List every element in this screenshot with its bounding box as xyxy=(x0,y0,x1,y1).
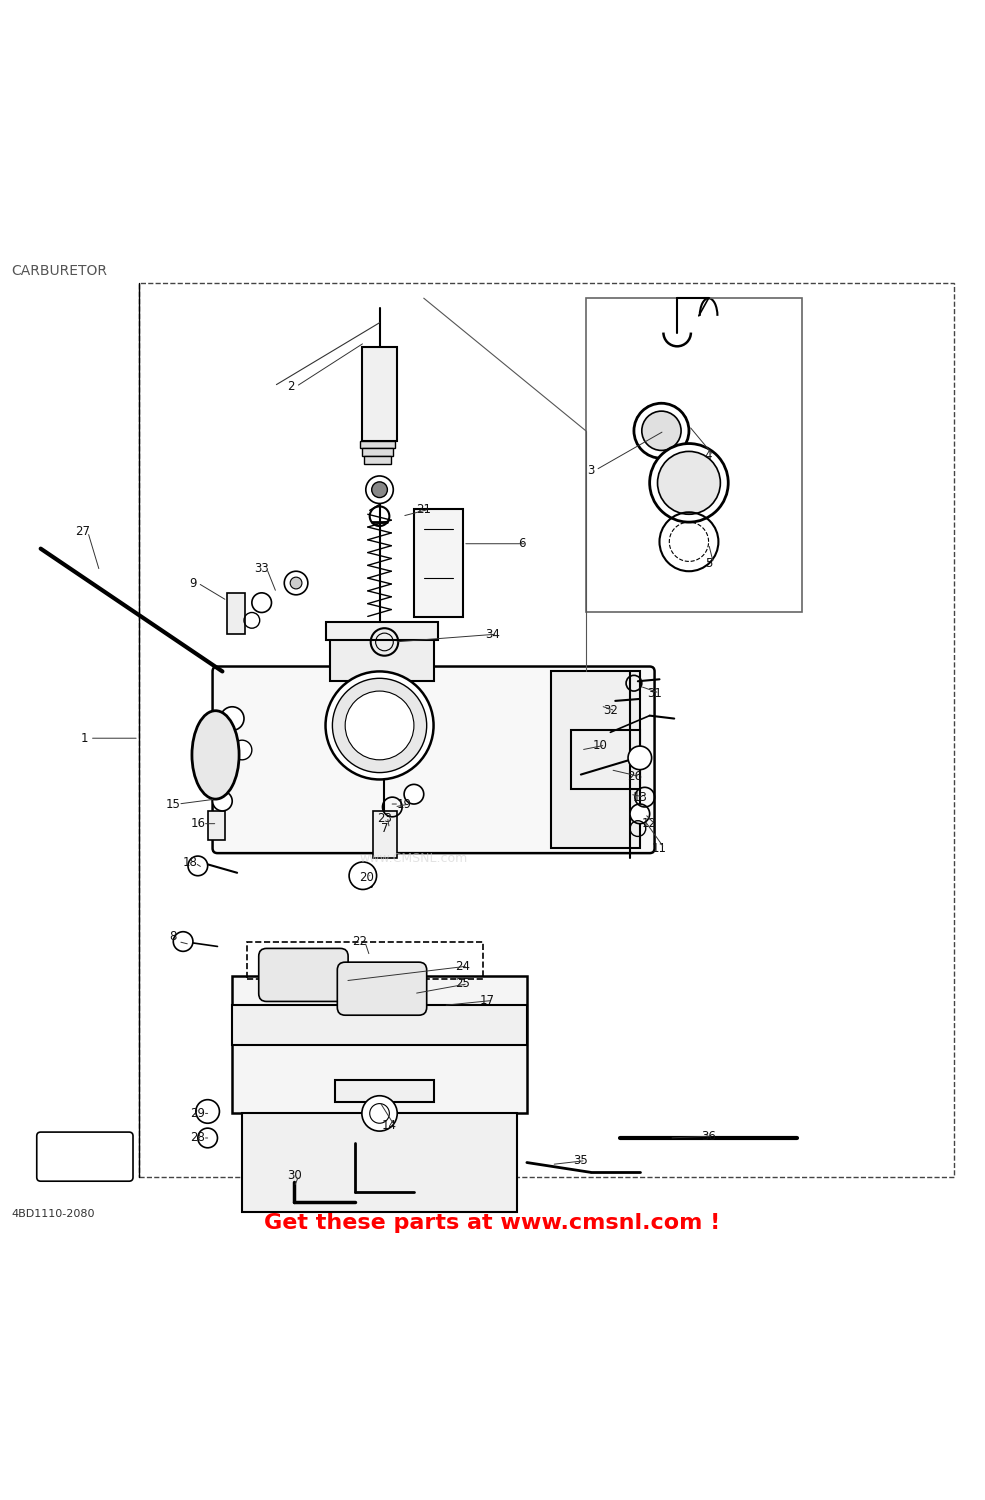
FancyBboxPatch shape xyxy=(36,1132,133,1180)
Circle shape xyxy=(345,692,414,760)
Bar xyxy=(361,348,397,441)
Text: 6: 6 xyxy=(518,537,526,550)
Text: 1: 1 xyxy=(81,732,89,744)
Bar xyxy=(360,441,395,448)
Text: FWD: FWD xyxy=(70,1155,99,1166)
Bar xyxy=(232,1005,527,1044)
FancyBboxPatch shape xyxy=(213,666,655,853)
Text: 2: 2 xyxy=(288,380,295,393)
Bar xyxy=(242,1113,517,1212)
Circle shape xyxy=(325,672,433,780)
Text: 12: 12 xyxy=(642,818,657,830)
Circle shape xyxy=(371,482,387,498)
Bar xyxy=(139,284,954,1178)
Text: 16: 16 xyxy=(190,818,205,830)
Text: 36: 36 xyxy=(701,1130,716,1143)
Circle shape xyxy=(365,476,393,504)
Circle shape xyxy=(285,572,308,596)
Circle shape xyxy=(213,792,232,812)
Text: 30: 30 xyxy=(287,1168,301,1182)
Bar xyxy=(325,622,438,640)
Text: 23: 23 xyxy=(377,813,392,825)
Circle shape xyxy=(196,1100,220,1124)
Text: 4: 4 xyxy=(705,448,712,462)
Circle shape xyxy=(188,856,208,876)
Text: Get these parts at www.cmsnl.com !: Get these parts at www.cmsnl.com ! xyxy=(264,1214,721,1233)
Bar xyxy=(414,510,463,618)
Circle shape xyxy=(361,1095,397,1131)
Text: 10: 10 xyxy=(593,738,608,752)
Text: 18: 18 xyxy=(182,856,197,870)
Text: 13: 13 xyxy=(632,790,647,804)
Bar xyxy=(335,1080,433,1101)
Circle shape xyxy=(404,784,424,804)
Bar xyxy=(247,942,483,980)
Text: 27: 27 xyxy=(76,525,91,538)
Text: 33: 33 xyxy=(254,562,269,574)
Text: 9: 9 xyxy=(189,576,197,590)
Text: 3: 3 xyxy=(587,464,594,477)
Text: 29: 29 xyxy=(190,1107,205,1120)
Text: 35: 35 xyxy=(573,1154,588,1167)
Text: 8: 8 xyxy=(169,930,177,944)
Bar xyxy=(571,730,640,789)
Circle shape xyxy=(349,862,376,889)
FancyBboxPatch shape xyxy=(259,948,348,1002)
Text: 4BD1110-2080: 4BD1110-2080 xyxy=(11,1209,95,1218)
Text: 31: 31 xyxy=(647,687,662,699)
Text: 34: 34 xyxy=(485,627,500,640)
Text: 24: 24 xyxy=(455,960,471,972)
Bar xyxy=(208,812,226,840)
Circle shape xyxy=(634,404,689,459)
Text: 17: 17 xyxy=(480,994,495,1006)
Text: 26: 26 xyxy=(627,770,642,783)
Text: 14: 14 xyxy=(382,1119,397,1131)
Bar xyxy=(330,638,433,681)
Text: CARBURETOR: CARBURETOR xyxy=(11,264,107,278)
Text: 28: 28 xyxy=(190,1131,205,1144)
Circle shape xyxy=(221,706,244,730)
Circle shape xyxy=(232,740,252,760)
Circle shape xyxy=(628,746,652,770)
Text: www.CMSNL.com: www.CMSNL.com xyxy=(360,852,468,864)
Bar xyxy=(228,592,245,634)
Bar xyxy=(372,812,397,858)
Ellipse shape xyxy=(192,711,239,800)
Bar xyxy=(363,456,391,464)
Circle shape xyxy=(332,678,427,772)
Bar xyxy=(552,672,640,847)
Circle shape xyxy=(252,592,272,612)
Circle shape xyxy=(658,452,720,514)
Text: 25: 25 xyxy=(456,978,471,990)
Bar xyxy=(232,976,527,1113)
FancyBboxPatch shape xyxy=(337,962,427,1016)
Circle shape xyxy=(291,578,302,590)
Text: 20: 20 xyxy=(360,871,374,883)
Bar xyxy=(586,298,802,612)
Text: 15: 15 xyxy=(165,798,180,810)
Text: 11: 11 xyxy=(652,842,667,855)
Text: 22: 22 xyxy=(353,934,367,948)
Text: 19: 19 xyxy=(397,798,412,810)
Circle shape xyxy=(642,411,681,450)
Text: 32: 32 xyxy=(603,704,618,717)
Text: 5: 5 xyxy=(705,556,712,570)
Text: 7: 7 xyxy=(381,822,388,836)
Circle shape xyxy=(630,804,650,824)
Circle shape xyxy=(173,932,193,951)
Text: 21: 21 xyxy=(417,503,431,516)
Circle shape xyxy=(650,444,728,522)
Bar xyxy=(361,448,393,456)
